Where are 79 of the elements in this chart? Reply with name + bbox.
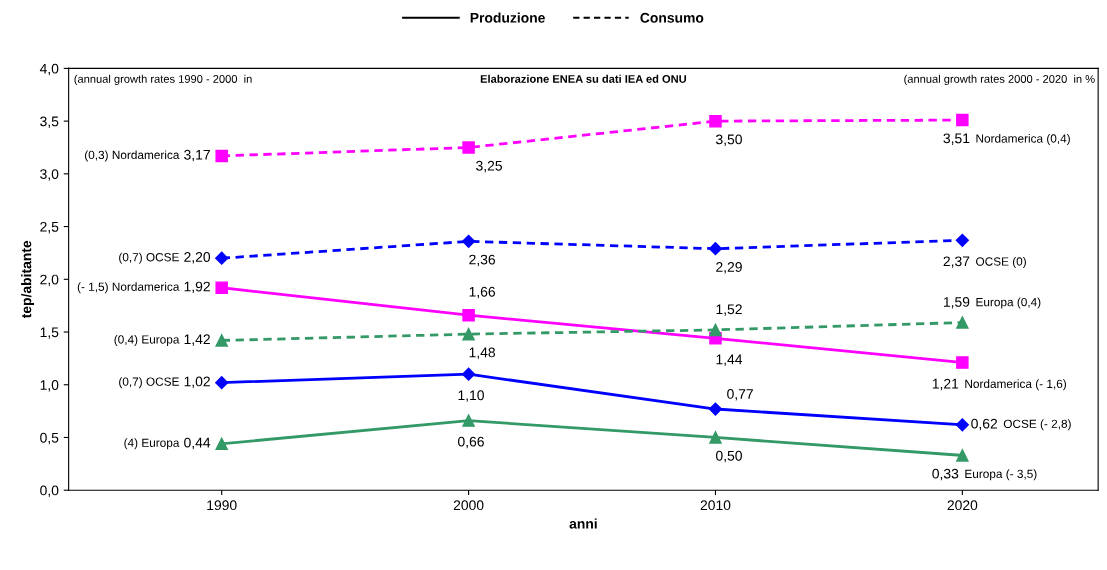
point (955, 233, 969, 247)
annotation: Nordamerica (- 1,6) (965, 379, 1066, 391)
point (462, 414, 475, 427)
data-label: 2,20 (184, 252, 211, 264)
point (461, 234, 476, 248)
point (215, 376, 229, 390)
x-axis-title: anni (569, 518, 597, 529)
y-tick-label: 0,0 (40, 485, 59, 498)
annotation: (annual growth rates 1990 - 2000 in (74, 74, 252, 86)
x-tick-label: 2010 (700, 500, 731, 511)
y-tick-label: 3,0 (40, 169, 59, 181)
data-label: 2,29 (716, 262, 742, 274)
data-label: 0,44 (184, 437, 211, 450)
data-label: 1,52 (716, 304, 742, 316)
text: Consumo (640, 12, 704, 23)
point (709, 323, 722, 337)
point (956, 356, 969, 369)
point (708, 242, 723, 256)
point (709, 431, 722, 444)
data-label: 1,59 (943, 296, 970, 309)
y-tick-label: 2,0 (40, 274, 59, 287)
point (956, 449, 969, 462)
point (956, 316, 969, 329)
data-label: 1,92 (184, 281, 210, 294)
data-label: 3,25 (476, 160, 502, 173)
y-tick-label: 2,5 (40, 221, 59, 234)
annotation: Europa (0,4) (976, 297, 1041, 309)
point (709, 114, 722, 128)
point (215, 437, 228, 451)
data-label: 1,02 (184, 376, 210, 389)
point (462, 327, 475, 341)
y-axis-title: tep/abitante (21, 240, 35, 319)
x-tick-label: 2020 (947, 500, 978, 511)
annotation: OCSE (0) (976, 257, 1026, 268)
data-label: 2,36 (469, 254, 496, 267)
data-label: 0,50 (716, 450, 742, 463)
point (215, 334, 228, 347)
annotation: OCSE (- 2,8) (1003, 419, 1071, 431)
y-tick-label: 3,5 (40, 116, 59, 128)
data-label: 3,50 (716, 134, 742, 146)
annotation: (0,4) Europa (114, 334, 180, 346)
data-label: 3,51 (943, 133, 970, 145)
point (215, 149, 228, 163)
chart-title: Elaborazione ENEA su dati IEA ed ONU (480, 74, 687, 83)
data-label: 0,66 (458, 436, 484, 449)
y-tick-label: 1,0 (40, 380, 59, 392)
annotation: (0,7) OCSE (119, 252, 179, 264)
point (215, 281, 228, 294)
annotation: (0,7) OCSE (119, 377, 179, 389)
x-tick-label: 1990 (207, 500, 237, 511)
annotation: (annual growth rates 2000 - 2020 in % (904, 74, 1095, 86)
point (461, 367, 476, 381)
text: Produzione (470, 12, 545, 23)
point (462, 141, 475, 154)
data-label: 0,33 (932, 468, 959, 481)
data-label: 2,37 (943, 256, 970, 268)
data-label: 0,77 (727, 389, 753, 401)
y-tick-label: 4,0 (39, 63, 59, 76)
data-label: 1,48 (469, 347, 496, 359)
annotation: (4) Europa (124, 438, 180, 450)
data-label: 3,17 (184, 149, 210, 162)
point (955, 418, 969, 432)
data-label: 0,62 (971, 418, 998, 431)
y-tick-label: 0,5 (40, 432, 59, 445)
annotation: (0,3) Nordamerica (85, 150, 180, 162)
point (708, 402, 723, 416)
point (462, 308, 475, 322)
x-tick-label: 2000 (453, 500, 484, 511)
point (956, 113, 969, 127)
data-label: 1,10 (458, 390, 484, 402)
point (215, 251, 229, 265)
annotation: Europa (- 3,5) (965, 469, 1037, 481)
data-label: 1,42 (184, 334, 210, 346)
y-tick-label: 1,5 (40, 327, 59, 339)
data-label: 1,44 (716, 354, 743, 366)
data-label: 1,66 (469, 286, 496, 299)
data-label: 1,21 (932, 378, 959, 391)
annotation: (- 1,5) Nordamerica (77, 282, 180, 294)
annotation: Nordamerica (0,4) (976, 134, 1070, 146)
